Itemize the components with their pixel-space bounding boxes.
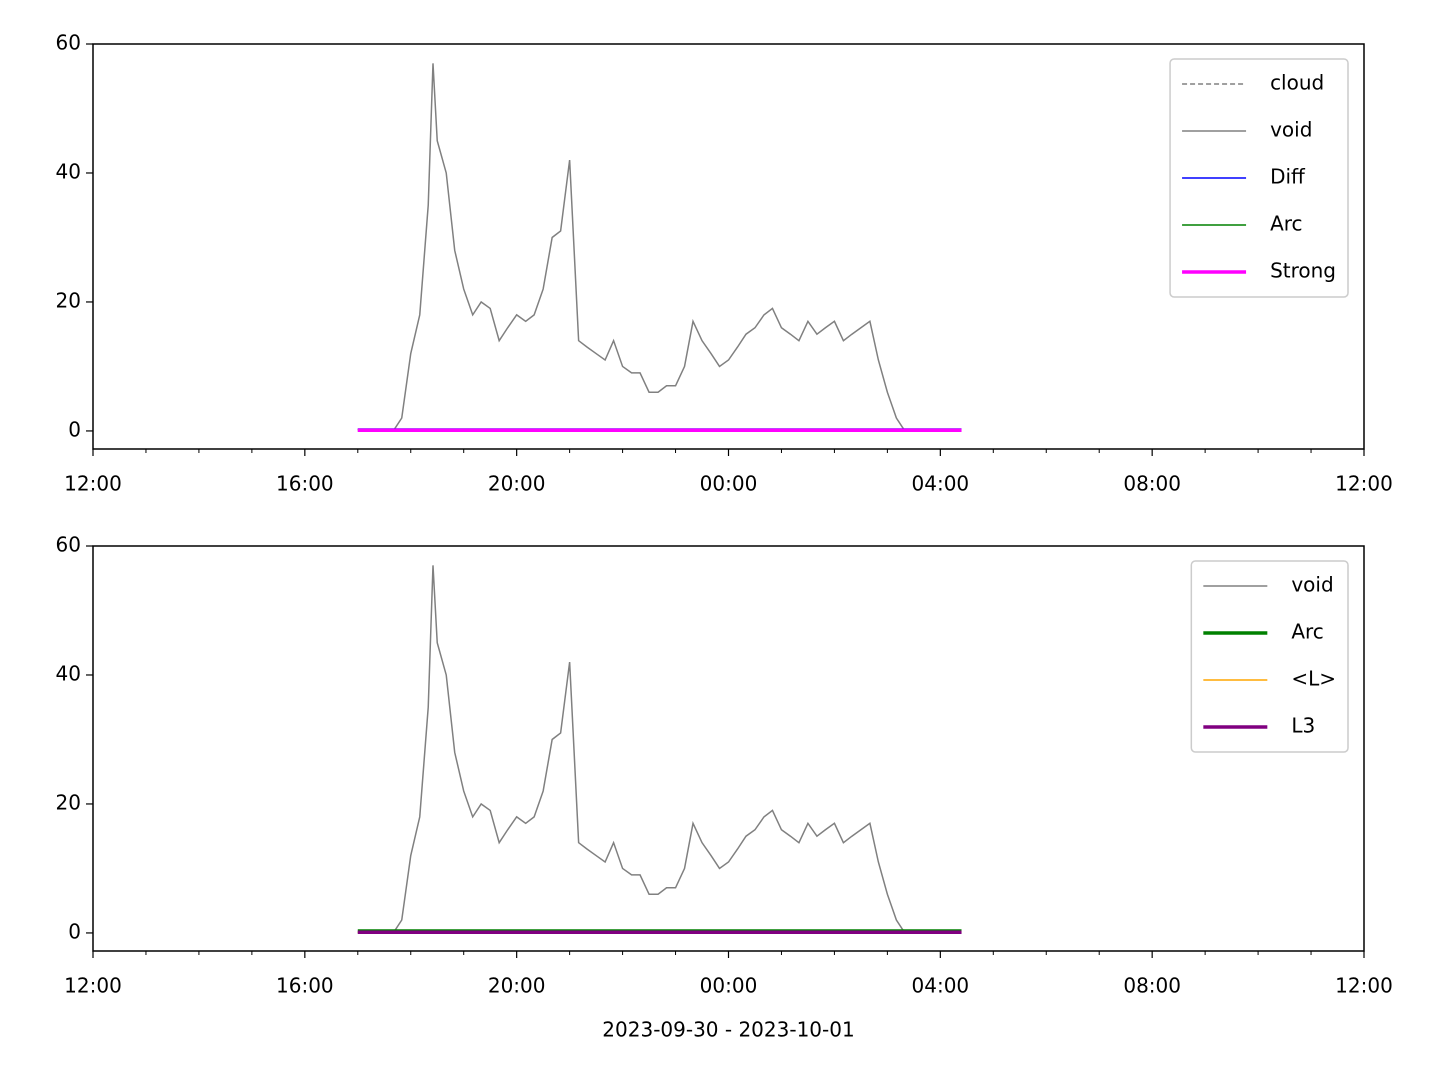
legend-label: cloud — [1270, 71, 1324, 95]
x-tick-label: 08:00 — [1123, 472, 1181, 496]
x-tick-label: 16:00 — [276, 472, 334, 496]
legend-box — [1169, 58, 1349, 298]
data-line — [357, 565, 962, 934]
y-tick-label: 40 — [56, 159, 81, 183]
legend: cloud void Diff Arc Strong — [1169, 58, 1349, 298]
x-tick-label: 20:00 — [488, 472, 546, 496]
x-tick-label: 04:00 — [912, 974, 970, 998]
x-axis-label: 2023-09-30 - 2023-10-01 — [602, 1018, 854, 1042]
legend-label: Diff — [1270, 165, 1306, 189]
x-tick-label: 12:00 — [1335, 974, 1393, 998]
x-tick-label: 12:00 — [1335, 472, 1393, 496]
y-tick-label: 20 — [56, 790, 81, 814]
x-tick-label: 20:00 — [488, 974, 546, 998]
legend-label: <L> — [1291, 667, 1336, 691]
x-tick-label: 12:00 — [64, 472, 122, 496]
legend-label: void — [1291, 573, 1333, 597]
y-tick-label: 0 — [68, 919, 81, 943]
legend-label: Strong — [1270, 259, 1336, 283]
x-tick-label: 12:00 — [64, 974, 122, 998]
x-tick-label: 04:00 — [912, 472, 970, 496]
y-tick-label: 60 — [56, 533, 81, 557]
legend-label: void — [1270, 118, 1312, 142]
subplot: 0 20 40 60 12:00 16:00 20:00 00:00 04:00 08:00 12:… — [56, 31, 1393, 496]
data-line — [357, 63, 962, 432]
y-tick-label: 0 — [68, 417, 81, 441]
y-tick-label: 40 — [56, 661, 81, 685]
legend-label: Arc — [1270, 212, 1302, 236]
legend-label: L3 — [1291, 714, 1315, 738]
x-tick-label: 00:00 — [700, 974, 758, 998]
y-tick-label: 60 — [56, 31, 81, 55]
x-tick-label: 08:00 — [1123, 974, 1181, 998]
axes-frame — [92, 545, 1365, 952]
x-tick-label: 16:00 — [276, 974, 334, 998]
y-tick-label: 20 — [56, 288, 81, 312]
legend: void Arc <L> L3 — [1190, 560, 1349, 753]
legend-label: Arc — [1291, 620, 1323, 644]
legend-box — [1190, 560, 1349, 753]
subplot: 0 20 40 60 12:00 16:00 20:00 00:00 04:00 08:00 12:… — [56, 533, 1393, 1042]
x-tick-label: 00:00 — [700, 472, 758, 496]
